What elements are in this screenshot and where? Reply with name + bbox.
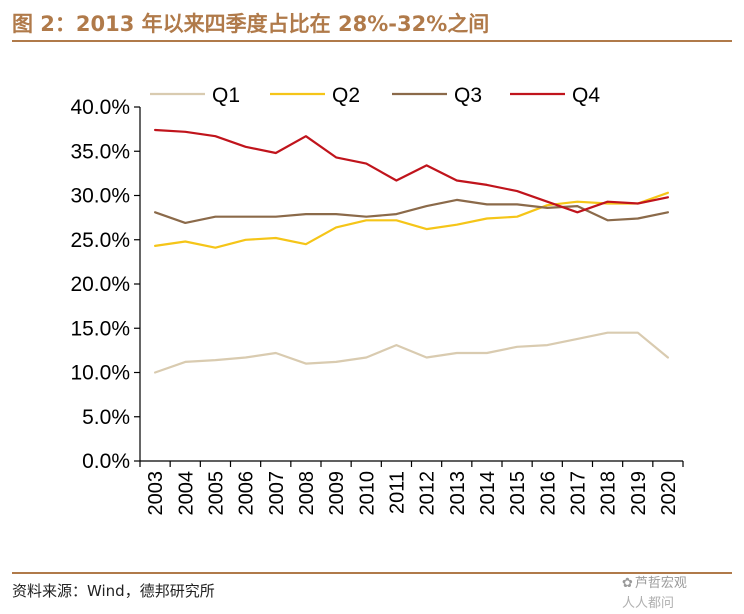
x-tick-label: 2013	[447, 471, 469, 516]
x-tick-label: 2009	[326, 471, 348, 516]
x-tick-label: 2012	[417, 471, 439, 516]
y-axis: 0.0% 5.0% 10.0% 15.0% 20.0% 25.0% 30.0% 35.0% 40…	[70, 96, 141, 473]
x-tick-label: 2011	[386, 471, 408, 514]
watermark-line2: 人人都问	[622, 596, 675, 611]
watermark: ✿ 芦哲宏观 人人都问	[622, 572, 687, 611]
footer-divider	[12, 572, 732, 574]
y-tick-label: 25.0%	[70, 229, 130, 252]
series-line-q1	[154, 331, 670, 374]
y-tick-label: 40.0%	[70, 96, 130, 119]
x-tick-label: 2006	[236, 471, 258, 516]
watermark-line1: 芦哲宏观	[634, 576, 687, 591]
series-line-q2	[154, 191, 670, 249]
x-tick-label: 2017	[567, 471, 589, 516]
wechat-icon: ✿	[622, 576, 633, 591]
x-tick-label: 2005	[205, 471, 227, 516]
x-tick-label: 2010	[356, 471, 378, 516]
chart-title: 图 2：2013 年以来四季度占比在 28%-32%之间	[12, 12, 490, 36]
legend-label-q3: Q3	[454, 84, 482, 107]
series-lines	[154, 128, 670, 374]
legend-label-q4: Q4	[572, 84, 600, 107]
x-tick-label: 2003	[145, 471, 167, 516]
x-tick-label: 2004	[175, 471, 197, 516]
x-axis: 2003 2004 2005 2006 2007 2008 2009 2010 2011 2012…	[139, 460, 684, 516]
x-tick-label: 2016	[537, 471, 559, 516]
y-tick-label: 5.0%	[82, 406, 130, 429]
y-tick-label: 0.0%	[82, 450, 130, 473]
source-note: 资料来源：Wind，德邦研究所	[12, 582, 215, 600]
series-line-q4	[154, 128, 670, 214]
y-tick-label: 20.0%	[70, 273, 130, 296]
legend-label-q2: Q2	[332, 84, 360, 107]
y-tick-label: 10.0%	[70, 362, 130, 385]
legend: Q1 Q2 Q3 Q4	[150, 84, 600, 107]
legend-label-q1: Q1	[212, 84, 240, 107]
x-tick-label: 2008	[296, 471, 318, 516]
series-line-q3	[154, 198, 670, 224]
y-tick-label: 15.0%	[70, 317, 130, 340]
x-tick-label: 2020	[658, 471, 680, 516]
x-tick-label: 2019	[628, 471, 650, 516]
title-divider	[12, 40, 732, 42]
x-tick-label: 2015	[507, 471, 529, 516]
x-tick-label: 2007	[266, 471, 288, 516]
x-tick-label: 2014	[477, 471, 499, 516]
x-tick-label: 2018	[598, 471, 620, 516]
y-tick-label: 35.0%	[70, 140, 130, 163]
y-tick-label: 30.0%	[70, 185, 130, 208]
